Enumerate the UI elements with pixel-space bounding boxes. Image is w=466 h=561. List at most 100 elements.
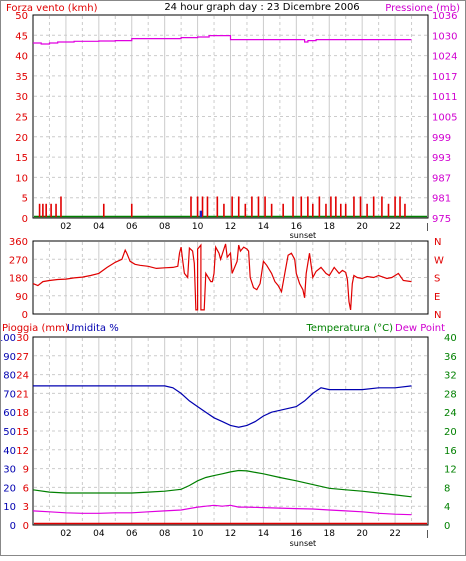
wind-pressure-xtick-08: 08 [159, 222, 171, 232]
rain-humidity-xtick-14: 14 [258, 529, 270, 539]
wind-bar-16 [244, 203, 247, 217]
temperature-axis-title: Temperatura (°C) [305, 323, 393, 334]
wind-bar-28 [330, 196, 332, 217]
humidity-ytick-50: 50 [3, 427, 16, 438]
series-line-temperaturac [32, 469, 412, 498]
wind-bar-38 [394, 196, 396, 217]
rain-humidity-xtick-08: 08 [159, 529, 171, 539]
wind-bar-12 [216, 196, 219, 217]
wind-direction-ytick-180: 180 [9, 274, 28, 285]
wind-speed-ytick-15: 15 [15, 153, 28, 164]
wind-bar-17 [251, 196, 253, 217]
temperature-ytick-6-24: 24 [444, 408, 457, 419]
wind-speed-ytick-20: 20 [15, 133, 28, 144]
rain-humidity-xtick-04: 04 [93, 529, 105, 539]
pressure-ytick-0-975: 975 [432, 214, 451, 225]
wind-direction-line-0 [32, 243, 412, 311]
sunset-label-top: sunset [290, 231, 317, 240]
wind-bar-0 [38, 203, 41, 217]
humidity-ytick-80: 80 [3, 371, 16, 382]
temperature-ytick-2-8: 8 [444, 483, 450, 494]
humidity-ytick-20: 20 [3, 483, 16, 494]
wind-speed-ytick-0: 0 [22, 214, 28, 225]
rain-ytick-0: 0 [23, 521, 29, 532]
wind-bar-23 [300, 196, 303, 217]
pressure-ytick-6-1011: 1011 [432, 92, 457, 103]
wind-speed-ytick-35: 35 [15, 72, 28, 83]
rain-humidity-xtick-12: 12 [225, 529, 236, 539]
rain-humidity-panel-border [32, 336, 429, 526]
temperature-ytick-1-4: 4 [444, 502, 450, 513]
rain-humidity-xtick-02: 02 [60, 529, 71, 539]
pressure-axis-title: Pressione (mb) [385, 3, 460, 14]
wind-bar-2 [45, 203, 47, 217]
wind-direction-ytick-90: 90 [15, 292, 28, 303]
wind-bar-6 [102, 203, 105, 217]
wind-bar-21 [282, 203, 284, 217]
wind-bar-3 [50, 203, 52, 217]
rain-humidity-xtick-22: 22 [389, 529, 400, 539]
temperature-ytick-3-12: 12 [444, 465, 457, 476]
wind-bar-7 [130, 203, 133, 217]
dew-point-axis-title: Dew Point [395, 323, 445, 334]
rain-ytick-12: 12 [16, 446, 29, 457]
wind-speed-ytick-50: 50 [15, 11, 28, 22]
wind-bar-26 [318, 196, 321, 217]
wind-bar-9 [196, 196, 199, 217]
wind-pressure-xtick-04: 04 [93, 222, 105, 232]
wind-bar-27 [325, 203, 327, 217]
wind-bar-32 [353, 196, 355, 217]
humidity-ytick-30: 30 [3, 465, 16, 476]
wind-speed-ytick-5: 5 [22, 194, 28, 205]
rain-humidity-xtick-06: 06 [126, 529, 138, 539]
temperature-ytick-10-40: 40 [444, 333, 457, 344]
rain-ytick-30: 30 [16, 333, 29, 344]
wind-bar-34 [366, 203, 368, 217]
wind-pressure-xtick-02: 02 [60, 222, 71, 232]
pressure-ytick-7-1017: 1017 [432, 72, 457, 83]
pressure-ytick-2-987: 987 [432, 173, 451, 184]
x-end-tick-top: | [426, 222, 429, 231]
wind-bar-4 [55, 203, 57, 217]
compass-label-3-W: W [434, 255, 444, 266]
wind-pressure-xtick-12: 12 [225, 222, 236, 232]
wind-bar-37 [387, 203, 390, 217]
wind-bar-5 [60, 196, 62, 217]
wind-bar-19 [264, 196, 266, 217]
rain-ytick-18: 18 [16, 408, 29, 419]
humidity-ytick-90: 90 [3, 352, 16, 363]
sunset-label-bottom: sunset [290, 539, 317, 548]
wind-bar-15 [237, 196, 240, 217]
temperature-ytick-7-28: 28 [444, 389, 457, 400]
wind-speed-ytick-25: 25 [15, 113, 28, 124]
humidity-ytick-100: 100 [0, 333, 16, 344]
rain-ytick-9: 9 [23, 465, 29, 476]
pressure-ytick-4-999: 999 [432, 133, 451, 144]
wind-gust-marker [199, 210, 203, 217]
wind-pressure-xtick-10: 10 [192, 222, 204, 232]
rain-humidity-xtick-18: 18 [324, 529, 336, 539]
wind-bar-20 [270, 203, 273, 217]
temperature-ytick-0-0: 0 [444, 521, 450, 532]
rain-ytick-27: 27 [16, 352, 29, 363]
compass-label-4-N: N [434, 237, 441, 248]
wind-bar-11 [206, 196, 209, 217]
wind-bar-30 [339, 203, 342, 217]
rain-ytick-21: 21 [16, 389, 29, 400]
wind-direction-panel-border [32, 240, 429, 315]
wind-bar-31 [344, 203, 347, 217]
rain-ytick-15: 15 [16, 427, 29, 438]
rain-ytick-24: 24 [16, 371, 29, 382]
wind-bar-24 [307, 196, 309, 217]
rain-humidity-xtick-20: 20 [356, 529, 368, 539]
pressure-ytick-3-993: 993 [432, 153, 451, 164]
rain-axis-title: Pioggia (mm) [2, 323, 69, 334]
rain-ytick-3: 3 [23, 502, 29, 513]
wind-speed-ytick-45: 45 [15, 31, 28, 42]
humidity-ytick-10: 10 [3, 502, 16, 513]
humidity-ytick-70: 70 [3, 389, 16, 400]
wind-bar-18 [257, 196, 260, 217]
wind-speed-ytick-10: 10 [15, 173, 28, 184]
pressure-line [33, 34, 412, 45]
